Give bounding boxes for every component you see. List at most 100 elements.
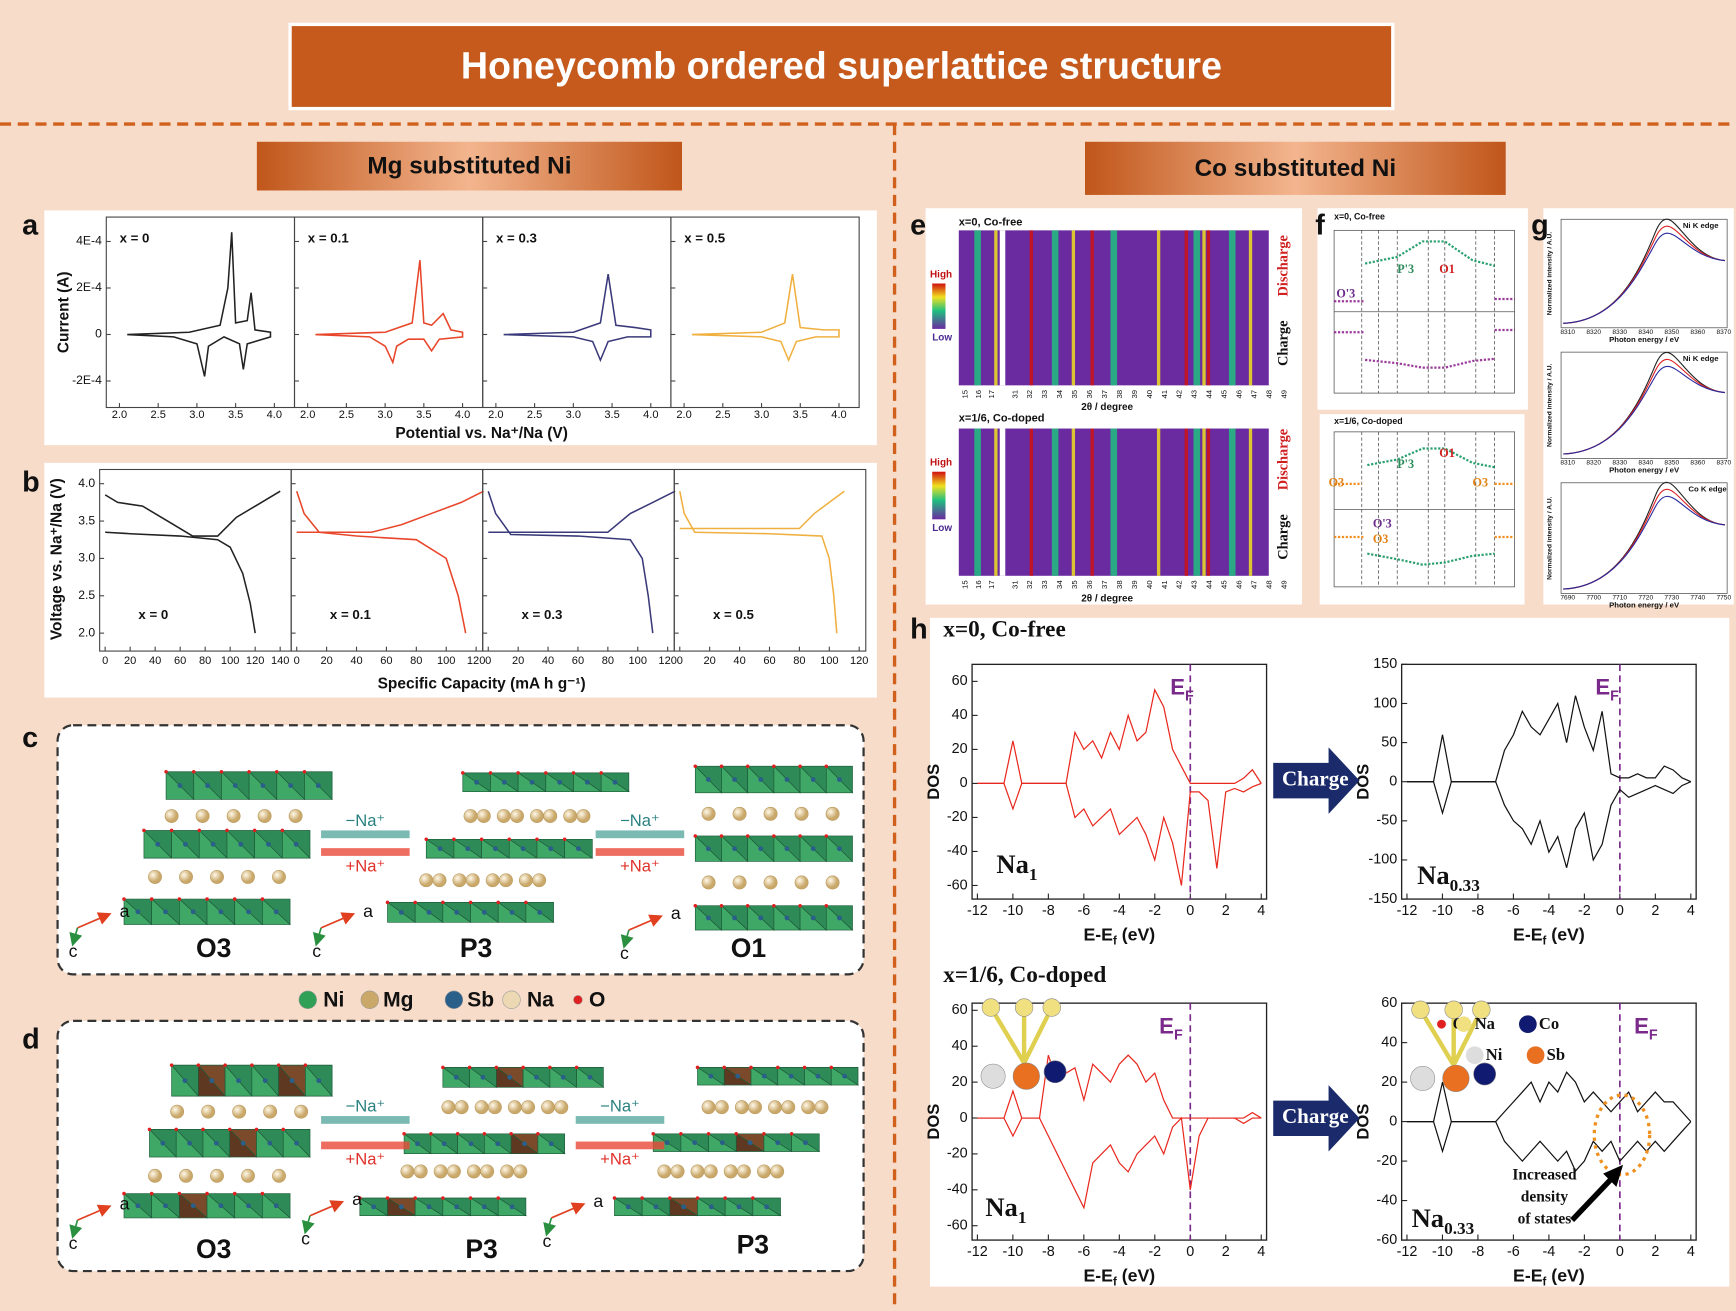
shift-label: −Na⁺ <box>346 1097 386 1116</box>
legend-label: Na <box>1475 1014 1496 1033</box>
phase-label: P'3 <box>1397 262 1414 276</box>
atom <box>758 846 764 852</box>
x-tick-label: -6 <box>1077 1244 1090 1260</box>
phase-label: O'3 <box>1336 286 1355 300</box>
x-tick-label: 4 <box>1257 1244 1265 1260</box>
x-tick-label: 2.5 <box>715 409 730 421</box>
phase-label: O3 <box>1329 476 1345 490</box>
atom <box>493 846 498 852</box>
atom <box>232 783 238 789</box>
x-tick-label: -4 <box>1542 1244 1555 1260</box>
atom <box>402 1132 406 1136</box>
x-tick-label: 2.0 <box>676 409 691 421</box>
phase-label: P3 <box>460 933 493 963</box>
atom <box>452 837 456 842</box>
gcd-curve <box>679 491 838 634</box>
x-tick-label: 7750 <box>1716 595 1731 602</box>
x-tick-label: 2.0 <box>300 409 315 421</box>
x-tick-label: 7700 <box>1586 595 1601 602</box>
shift-arrow <box>575 1116 665 1124</box>
panel-f-box <box>1317 208 1528 410</box>
atom <box>535 837 539 842</box>
y-tick-label: -40 <box>947 843 968 859</box>
na-atom <box>170 1104 185 1119</box>
na-atom <box>513 1164 528 1179</box>
na-atom <box>413 1164 428 1179</box>
x-tick-label: 39 <box>1130 580 1139 589</box>
y-axis-label: DOS <box>924 1104 943 1140</box>
atom <box>197 828 202 833</box>
composition-label: Na0.33 <box>1417 860 1480 895</box>
atom <box>209 1078 215 1084</box>
edge-label: Co K edge <box>1688 484 1727 493</box>
heat-stripe <box>1156 428 1161 576</box>
x-tick-label: 45 <box>1220 390 1229 399</box>
atom <box>196 1063 201 1067</box>
legend-swatch <box>1519 1015 1537 1034</box>
axis-arrow <box>551 1202 586 1219</box>
x-tick-label: 33 <box>1040 390 1049 399</box>
atom <box>182 1078 188 1084</box>
x-tick-label: 8330 <box>1612 329 1627 336</box>
na-atom <box>485 873 500 888</box>
direction-label: Discharge <box>1276 428 1292 490</box>
x-tick-label: 44 <box>1205 389 1214 398</box>
atom <box>625 1204 631 1210</box>
atom <box>544 771 548 775</box>
x-tick-label: 17 <box>987 390 996 399</box>
na-atom <box>757 1164 771 1179</box>
atom <box>761 1073 767 1079</box>
x-tick-label: 40 <box>350 655 362 667</box>
axis-arrow <box>543 1217 557 1237</box>
label-part: Na <box>1417 860 1449 890</box>
x-tick-label: 31 <box>1010 390 1019 399</box>
x-tick-label: 16 <box>974 580 983 589</box>
na-atom <box>201 1104 216 1119</box>
panel-letter: c <box>22 722 38 754</box>
na-atom <box>294 1104 309 1119</box>
x-tick-label: 43 <box>1190 390 1199 399</box>
legend-label: Sb <box>467 988 494 1011</box>
na-atom <box>241 870 255 884</box>
x-tick-label: 8370 <box>1716 460 1731 467</box>
legend-swatch <box>1455 1016 1472 1032</box>
legend-label: Ni <box>1486 1045 1503 1064</box>
atom <box>981 998 1001 1017</box>
title-box <box>288 22 1395 111</box>
na-atom <box>148 870 162 884</box>
atom <box>218 1203 224 1209</box>
atom <box>734 1132 739 1136</box>
x-tick-label: -8 <box>1472 903 1485 919</box>
shift-label: −Na⁺ <box>600 1097 640 1116</box>
atom <box>693 764 698 768</box>
na-atom <box>576 809 591 823</box>
atom <box>281 1127 286 1132</box>
label-part: E <box>1159 1013 1174 1038</box>
axis-letter: c <box>301 1229 310 1249</box>
colorbar <box>932 471 946 520</box>
panel-letter: b <box>22 467 40 499</box>
atom <box>454 1204 460 1210</box>
plot-frame <box>670 216 860 409</box>
na-atom <box>794 806 809 821</box>
axis-arrow <box>301 1215 315 1235</box>
na-atom <box>419 873 434 888</box>
atom <box>280 828 285 833</box>
x-tick-label: 35 <box>1070 580 1079 589</box>
atom <box>474 779 480 785</box>
atom <box>246 1203 251 1209</box>
legend-label: O <box>589 988 605 1011</box>
na-atom <box>232 1104 247 1119</box>
label-part: E <box>1595 675 1610 700</box>
direction-label: Charge <box>1276 514 1292 560</box>
panel-letter: h <box>910 614 928 646</box>
x-tick-label: 0 <box>1616 1244 1624 1260</box>
gcd-curve <box>679 490 845 530</box>
header: Mg substituted Ni <box>367 153 571 180</box>
atom <box>191 769 196 774</box>
x-tick-label: 2 <box>1222 903 1230 919</box>
bond <box>1418 1008 1456 1067</box>
label-part: E-E <box>1083 924 1113 944</box>
legend-label: Sb <box>1547 1045 1565 1064</box>
panel-letter: g <box>1531 210 1549 242</box>
